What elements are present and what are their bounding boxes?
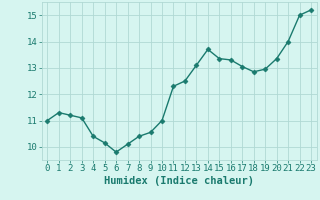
X-axis label: Humidex (Indice chaleur): Humidex (Indice chaleur) — [104, 176, 254, 186]
